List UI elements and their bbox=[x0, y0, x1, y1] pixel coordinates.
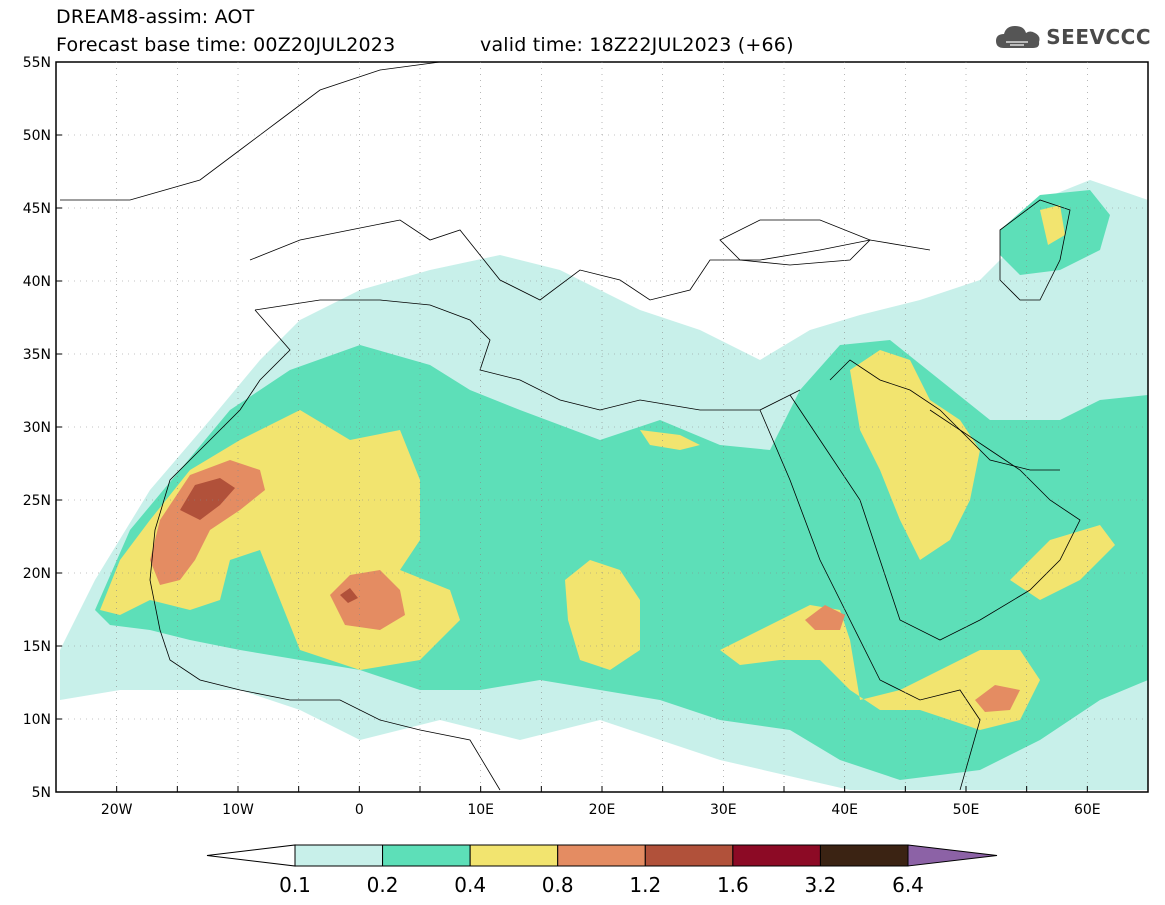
aot-contour-0.4-arabia bbox=[850, 350, 980, 560]
colorbar-box bbox=[557, 844, 646, 867]
lon-label: 20W bbox=[101, 802, 133, 818]
colorbar-box bbox=[294, 844, 384, 867]
lat-label: 50N bbox=[23, 128, 51, 144]
forecast-base-time: Forecast base time: 00Z20JUL2023 bbox=[56, 34, 396, 56]
aot-field bbox=[60, 180, 1148, 790]
lat-label: 25N bbox=[23, 493, 51, 509]
seevccc-logo: SEEVCCC bbox=[994, 22, 1151, 52]
lon-label: 10W bbox=[222, 802, 254, 818]
coast-black-sea bbox=[719, 219, 871, 266]
coast-arabia bbox=[789, 359, 1081, 641]
colorbar-label: 1.2 bbox=[629, 873, 661, 897]
lat-label: 15N bbox=[23, 639, 51, 655]
aot-contour-1.2-wsahara bbox=[180, 478, 235, 520]
logo-text: SEEVCCC bbox=[1046, 25, 1151, 49]
lat-label: 20N bbox=[23, 566, 51, 582]
colorbar-labels: 0.1 0.2 0.4 0.8 1.2 1.6 3.2 6.4 bbox=[279, 873, 924, 897]
colorbar-label: 3.2 bbox=[805, 873, 837, 897]
colorbar-label: 1.6 bbox=[717, 873, 749, 897]
lon-label: 0 bbox=[355, 802, 364, 818]
graticule bbox=[56, 62, 1148, 792]
longitude-labels: 20W 10W 0 10E 20E 30E 40E 50E 60E bbox=[101, 802, 1101, 818]
lat-label: 10N bbox=[23, 712, 51, 728]
valid-time: valid time: 18Z22JUL2023 (+66) bbox=[480, 34, 794, 56]
colorbar-triangle-low bbox=[206, 844, 296, 867]
colorbar-box bbox=[469, 844, 559, 867]
colorbar-label: 0.2 bbox=[367, 873, 399, 897]
coastlines bbox=[60, 62, 1081, 791]
map-title: DREAM8-assim: AOT bbox=[56, 6, 255, 28]
lat-label: 40N bbox=[23, 274, 51, 290]
aot-contour-0.8-somalia bbox=[975, 685, 1020, 712]
coast-africa-west bbox=[149, 309, 501, 791]
lat-label: 5N bbox=[32, 785, 51, 801]
lat-label: 30N bbox=[23, 420, 51, 436]
coast-med-south bbox=[254, 299, 801, 411]
lon-label: 60E bbox=[1074, 802, 1101, 818]
lat-label: 55N bbox=[23, 55, 51, 71]
colorbar bbox=[206, 844, 998, 867]
lon-label: 10E bbox=[467, 802, 494, 818]
colorbar-box bbox=[732, 844, 821, 867]
aot-contour-0.4-chad bbox=[565, 560, 640, 670]
coast-persian-gulf bbox=[929, 409, 1060, 471]
colorbar-box bbox=[819, 844, 909, 867]
colorbar-triangle-high bbox=[907, 844, 998, 867]
lon-label: 40E bbox=[831, 802, 858, 818]
lon-label: 50E bbox=[953, 802, 980, 818]
colorbar-label: 0.1 bbox=[279, 873, 311, 897]
colorbar-label: 0.4 bbox=[454, 873, 486, 897]
cloud-icon bbox=[996, 26, 1040, 48]
colorbar-label: 0.8 bbox=[542, 873, 574, 897]
aot-contour-0.4-sudan bbox=[720, 605, 1040, 730]
lon-label: 20E bbox=[589, 802, 616, 818]
aot-contour-1.2-mali bbox=[340, 588, 358, 603]
lat-label: 35N bbox=[23, 347, 51, 363]
aot-contour-0.4-gulf bbox=[1040, 205, 1065, 245]
aot-contour-0.8-mali bbox=[330, 570, 405, 630]
lon-label: 30E bbox=[710, 802, 737, 818]
aot-contour-0.8-eritrea bbox=[805, 605, 845, 630]
aot-contour-0.4-oman bbox=[1010, 525, 1115, 600]
aot-contour-0.8-wsahara bbox=[150, 460, 265, 585]
latitude-labels: 55N 50N 45N 40N 35N 30N 25N 20N 15N 10N 5N bbox=[23, 55, 51, 801]
colorbar-box bbox=[644, 844, 734, 867]
aot-contour-0.4-egypt bbox=[640, 430, 700, 450]
coast-caspian bbox=[999, 199, 1071, 301]
coast-red-sea bbox=[759, 409, 981, 791]
colorbar-box bbox=[382, 844, 471, 867]
lat-label: 45N bbox=[23, 201, 51, 217]
colorbar-label: 6.4 bbox=[892, 873, 924, 897]
